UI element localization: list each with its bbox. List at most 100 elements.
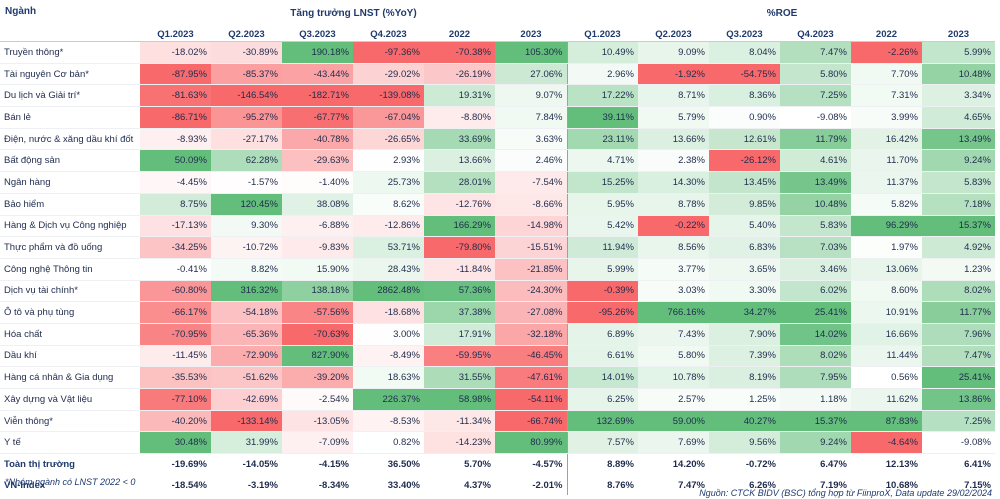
lnst-growth-cell: 27.06% [495,63,567,86]
lnst-growth-cell: -70.38% [424,41,495,64]
lnst-growth-cell: -11.84% [424,258,495,281]
roe-cell: 9.24% [780,431,851,455]
lnst-growth-cell: -77.10% [140,388,211,411]
roe-cell: 7.25% [922,410,995,433]
sector-name: Xây dựng và Vật liệu [0,388,140,411]
roe-title: %ROE [766,8,798,19]
lnst-growth-cell: -81.63% [140,84,211,108]
lnst-growth-cell: -18.68% [353,301,424,324]
roe-cell: 5.83% [780,215,851,238]
lnst-growth-cell: -51.62% [211,366,282,389]
roe-cell: 5.83% [922,171,995,194]
sector-name: Truyền thông* [0,41,140,64]
table-row: Truyền thông* -18.02% -30.89% 190.18% -97.36… [0,41,995,64]
sector-name: Hàng cá nhân & Gia dụng [0,366,140,389]
lnst-growth-cell: 827.90% [282,345,353,368]
lnst-growth-cell: -9.83% [282,236,353,259]
roe-cell: 10.48% [922,63,995,86]
roe-cell: 7.69% [638,431,709,455]
roe-cell: 15.37% [780,410,851,433]
lnst-growth-cell: 8.75% [140,193,211,216]
roe-cell: 11.37% [851,171,922,194]
lnst-growth-cell: -86.71% [140,106,211,129]
lnst-growth-cell: -85.37% [211,63,282,86]
roe-cell: 7.18% [922,193,995,216]
roe-cell: 13.86% [922,388,995,411]
lnst-growth-cell: 9.30% [211,215,282,238]
lnst-growth-cell: 50.09% [140,149,211,173]
lnst-growth-cell: 138.18% [282,280,353,303]
lnst-growth-cell: -8.66% [495,193,567,216]
lnst-growth-cell: -65.36% [211,323,282,346]
total-cell: 36.50% [353,453,424,475]
total-cell: 4.37% [424,474,495,496]
lnst-growth-cell: 25.73% [353,171,424,194]
column-header: 2023 [922,27,995,42]
roe-cell: 6.02% [780,280,851,303]
roe-cell: 17.22% [566,84,638,108]
roe-cell: 96.29% [851,215,922,238]
total-row: Toàn thị trường -19.69% -14.05% -4.15% 36.50… [0,453,995,475]
lnst-growth-cell: 120.45% [211,193,282,216]
total-cell: 8.89% [566,453,638,475]
sector-name: Ngân hàng [0,171,140,194]
roe-cell: 11.77% [922,301,995,324]
total-cell: -18.54% [140,474,211,496]
roe-cell: -95.26% [566,301,638,324]
lnst-growth-cell: -72.90% [211,345,282,368]
roe-cell: 6.83% [709,236,780,259]
roe-cell: 3.30% [709,280,780,303]
lnst-growth-title: Tăng trưởng LNST (%YoY) [290,8,417,19]
total-name: VN-Index [0,474,140,496]
lnst-growth-cell: -1.57% [211,171,282,194]
column-header: Q1.2023 [567,27,638,42]
sector-name: Bất động sản [0,149,140,173]
total-cell: 10.68% [851,474,922,496]
lnst-growth-cell: 3.63% [495,128,567,151]
roe-cell: 8.78% [638,193,709,216]
lnst-growth-cell: -12.76% [424,193,495,216]
roe-cell: 8.60% [851,280,922,303]
table-row: Y tế 30.48% 31.99% -7.09% 0.82% -14.23% 80.99%… [0,431,995,455]
lnst-growth-cell: -139.08% [353,84,424,108]
lnst-growth-cell: -60.80% [140,280,211,303]
roe-cell: 3.65% [709,258,780,281]
sector-name: Ô tô và phụ tùng [0,301,140,324]
column-header: Q1.2023 [140,27,211,42]
lnst-growth-cell: -32.18% [495,323,567,346]
roe-cell: -54.75% [709,63,780,86]
roe-cell: -26.12% [709,149,780,173]
roe-cell: 5.99% [922,41,995,64]
roe-cell: -0.39% [566,280,638,303]
lnst-growth-cell: -70.63% [282,323,353,346]
roe-cell: 1.97% [851,236,922,259]
total-cell: 8.76% [566,474,638,496]
roe-cell: 3.77% [638,258,709,281]
lnst-growth-cell: -13.05% [282,410,353,433]
total-cell: 7.15% [922,474,995,496]
roe-cell: 8.19% [709,366,780,389]
lnst-growth-cell: 8.62% [353,193,424,216]
roe-cell: 5.40% [709,215,780,238]
roe-cell: 9.85% [709,193,780,216]
total-cell: -3.19% [211,474,282,496]
lnst-growth-cell: 38.08% [282,193,353,216]
lnst-growth-cell: -70.95% [140,323,211,346]
lnst-growth-cell: -40.20% [140,410,211,433]
roe-cell: 11.44% [851,345,922,368]
lnst-growth-cell: 37.38% [424,301,495,324]
roe-cell: 39.11% [566,106,638,129]
lnst-growth-cell: -35.53% [140,366,211,389]
roe-cell: 4.61% [780,149,851,173]
lnst-growth-cell: -87.95% [140,63,211,86]
lnst-growth-cell: 13.66% [424,149,495,173]
lnst-growth-cell: -54.18% [211,301,282,324]
lnst-growth-cell: -17.13% [140,215,211,238]
table-row: Bất động sản 50.09% 62.28% -29.63% 2.93% 13.6… [0,149,995,173]
source-note: Nguồn: CTCK BIDV (BSC) tổng hợp từ Fiinp… [699,488,992,498]
roe-cell: 2.38% [638,149,709,173]
lnst-growth-cell: -40.78% [282,128,353,151]
sector-name: Viễn thông* [0,410,140,433]
table-row: Hàng cá nhân & Gia dụng -35.53% -51.62% -39… [0,366,995,389]
lnst-growth-cell: -29.02% [353,63,424,86]
